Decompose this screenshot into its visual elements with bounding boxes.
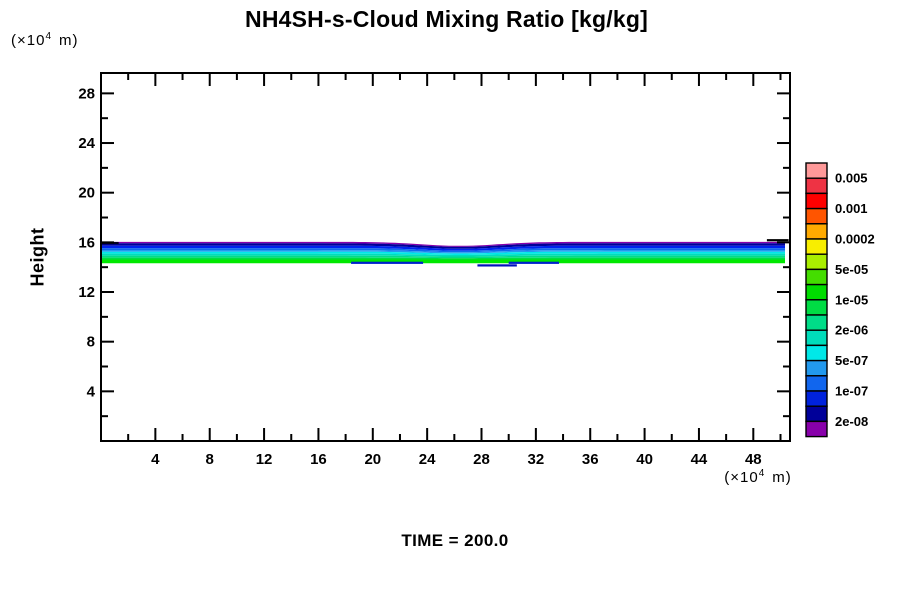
legend-color-cell	[805, 314, 828, 331]
x-units-prefix: (×10	[724, 469, 759, 486]
plot-frame	[100, 72, 791, 442]
legend-color-cell	[805, 253, 828, 271]
legend-label: 0.001	[835, 201, 868, 216]
legend-color-cell	[805, 192, 828, 210]
legend-color-cell	[805, 223, 828, 240]
contour-dash	[477, 264, 517, 267]
x-tick-label: 28	[473, 451, 490, 468]
contour-dash	[508, 261, 559, 264]
y-units-exponent: 4	[45, 31, 53, 42]
legend-label: 2e-06	[835, 323, 868, 338]
contour-band-stripe	[101, 257, 785, 260]
y-tick-label: 20	[78, 185, 95, 202]
legend-label: 5e-07	[835, 353, 868, 368]
contour-band-stripe	[101, 241, 785, 247]
x-tick-label: 4	[151, 451, 160, 468]
legend-color-cell	[805, 344, 828, 362]
legend-color-cell	[805, 390, 828, 407]
x-tick-label: 8	[206, 451, 214, 468]
x-tick-label: 44	[691, 451, 708, 468]
x-axis-units-label: (×104 m)	[688, 468, 828, 486]
y-tick-label: 28	[78, 85, 95, 102]
contour-dash	[351, 261, 424, 264]
x-tick-label: 48	[745, 451, 762, 468]
legend-color-cell	[805, 405, 828, 423]
legend-label: 5e-05	[835, 262, 868, 277]
x-tick-label: 12	[256, 451, 273, 468]
x-tick-label: 32	[528, 451, 545, 468]
x-tick-label: 16	[310, 451, 327, 468]
legend-color-cell	[805, 177, 828, 195]
y-axis-units-label: (×104 m)	[11, 31, 79, 49]
contour-band-stripe	[101, 259, 785, 264]
contour-band-stripe	[101, 243, 785, 249]
y-tick-label: 8	[87, 334, 95, 351]
contour-dash	[766, 239, 789, 242]
y-tick-label: 24	[78, 135, 95, 152]
legend-label: 1e-05	[835, 292, 868, 307]
contour-band-stripe	[101, 248, 785, 253]
chart-title: NH4SH-s-Cloud Mixing Ratio [kg/kg]	[245, 6, 648, 32]
y-tick-label: 4	[87, 383, 96, 400]
legend-color-cell	[805, 207, 828, 225]
y-units-prefix: (×10	[11, 32, 46, 49]
legend-label: 1e-07	[835, 384, 868, 399]
legend-label: 2e-08	[835, 414, 868, 429]
x-tick-label: 40	[636, 451, 653, 468]
x-units-suffix: m)	[772, 469, 792, 486]
x-units-exponent: 4	[758, 468, 766, 479]
y-units-suffix: m)	[59, 32, 79, 49]
legend-color-cell	[805, 283, 828, 301]
contour-band-stripe	[101, 250, 785, 254]
y-tick-label: 12	[78, 284, 95, 301]
x-tick-label: 36	[582, 451, 599, 468]
legend-color-cell	[805, 299, 828, 316]
legend-label: 0.005	[835, 171, 868, 186]
x-tick-label: 20	[364, 451, 381, 468]
contour-band-stripe	[101, 245, 785, 251]
legend-color-cell	[805, 238, 828, 255]
contour-band-stripe	[101, 251, 785, 255]
x-tick-label: 24	[419, 451, 436, 468]
y-tick-label: 16	[78, 234, 95, 251]
legend-label: 0.0002	[835, 232, 875, 247]
time-label: TIME = 200.0	[401, 531, 509, 550]
contour-band-stripe	[101, 255, 785, 259]
contour-band-stripe	[101, 253, 785, 257]
legend-color-cell	[805, 359, 828, 377]
legend-color-cell	[805, 375, 828, 392]
legend-color-cell	[805, 329, 828, 347]
legend-color-cell	[805, 268, 828, 286]
legend-color-cell	[805, 162, 828, 179]
legend-color-cell	[805, 420, 828, 438]
